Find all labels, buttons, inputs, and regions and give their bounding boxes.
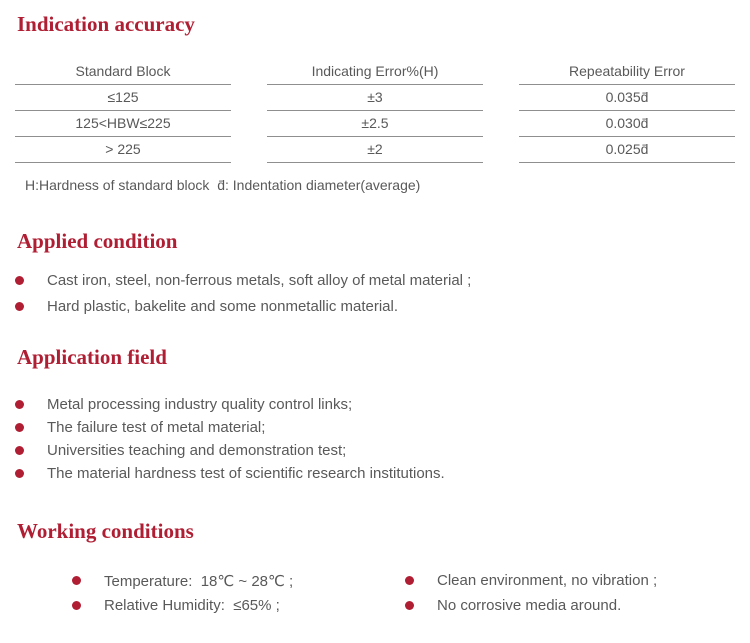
- section-title-working-conditions: Working conditions: [17, 519, 194, 543]
- table-cell: 125<HBW≤225: [15, 111, 231, 137]
- list-item: The failure test of metal material;: [0, 416, 750, 439]
- applied-condition-list: Cast iron, steel, non-ferrous metals, so…: [0, 267, 750, 319]
- bullet-dot-icon: [15, 446, 24, 455]
- working-conditions-right-list: Clean environment, no vibration ; No cor…: [390, 568, 657, 618]
- application-field-list: Metal processing industry quality contro…: [0, 393, 750, 485]
- list-item-text: Metal processing industry quality contro…: [47, 396, 353, 413]
- list-item-text: Hard plastic, bakelite and some nonmetal…: [47, 297, 398, 315]
- bullet-dot-icon: [405, 601, 414, 610]
- bullet-dot-icon: [72, 576, 81, 585]
- bullet-dot-icon: [15, 423, 24, 432]
- table-cell: > 225: [15, 137, 231, 163]
- table-header-indicating-error: Indicating Error%(H): [267, 60, 483, 85]
- list-item: No corrosive media around.: [390, 593, 657, 618]
- list-item-text: Clean environment, no vibration ;: [437, 572, 658, 589]
- list-item: Metal processing industry quality contro…: [0, 393, 750, 416]
- list-item-text: The failure test of metal material;: [47, 419, 266, 436]
- table-header-standard-block: Standard Block: [15, 60, 231, 85]
- table-cell: ±2.5: [267, 111, 483, 137]
- bullet-dot-icon: [15, 469, 24, 478]
- table-cell: 0.030d̄: [519, 111, 735, 137]
- list-item-text: Temperature: 18℃ ~ 28℃ ;: [104, 572, 294, 590]
- section-title-applied-condition: Applied condition: [17, 229, 178, 253]
- table-cell: ±3: [267, 85, 483, 111]
- section-title-indication-accuracy: Indication accuracy: [17, 12, 195, 36]
- bullet-dot-icon: [72, 601, 81, 610]
- bullet-dot-icon: [405, 576, 414, 585]
- working-conditions-columns: Temperature: 18℃ ~ 28℃ ; Relative Humidi…: [0, 568, 750, 618]
- list-item: Temperature: 18℃ ~ 28℃ ;: [57, 568, 366, 593]
- list-item: Clean environment, no vibration ;: [390, 568, 657, 593]
- bullet-dot-icon: [15, 301, 24, 311]
- list-item: Relative Humidity: ≤65% ;: [57, 593, 366, 618]
- table-header-repeatability-error: Repeatability Error: [519, 60, 735, 85]
- list-item: Hard plastic, bakelite and some nonmetal…: [0, 293, 750, 319]
- working-conditions-left-list: Temperature: 18℃ ~ 28℃ ; Relative Humidi…: [57, 568, 366, 618]
- list-item-text: Relative Humidity: ≤65% ;: [104, 597, 280, 614]
- table-footnote: H:Hardness of standard block d̄: Indenta…: [25, 177, 421, 193]
- bullet-dot-icon: [15, 275, 24, 285]
- list-item: Universities teaching and demonstration …: [0, 439, 750, 462]
- table-cell: ±2: [267, 137, 483, 163]
- list-item-text: No corrosive media around.: [437, 597, 622, 614]
- section-title-application-field: Application field: [17, 345, 167, 369]
- list-item-text: Universities teaching and demonstration …: [47, 442, 347, 459]
- list-item-text: Cast iron, steel, non-ferrous metals, so…: [47, 271, 472, 289]
- table-cell: 0.035d̄: [519, 85, 735, 111]
- list-item: Cast iron, steel, non-ferrous metals, so…: [0, 267, 750, 293]
- list-item-text: The material hardness test of scientific…: [47, 465, 445, 482]
- list-item: The material hardness test of scientific…: [0, 462, 750, 485]
- bullet-dot-icon: [15, 400, 24, 409]
- table-cell: ≤125: [15, 85, 231, 111]
- table-cell: 0.025d̄: [519, 137, 735, 163]
- indication-accuracy-table: Standard Block Indicating Error%(H) Repe…: [0, 60, 750, 163]
